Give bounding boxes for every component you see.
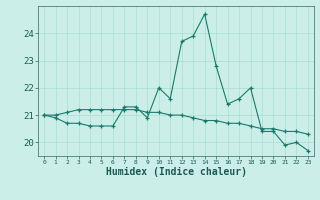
X-axis label: Humidex (Indice chaleur): Humidex (Indice chaleur)	[106, 167, 246, 177]
